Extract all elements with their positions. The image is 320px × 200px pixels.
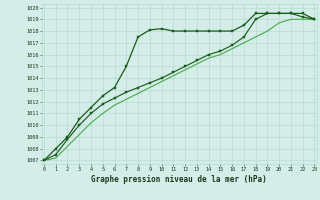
X-axis label: Graphe pression niveau de la mer (hPa): Graphe pression niveau de la mer (hPa) — [91, 175, 267, 184]
